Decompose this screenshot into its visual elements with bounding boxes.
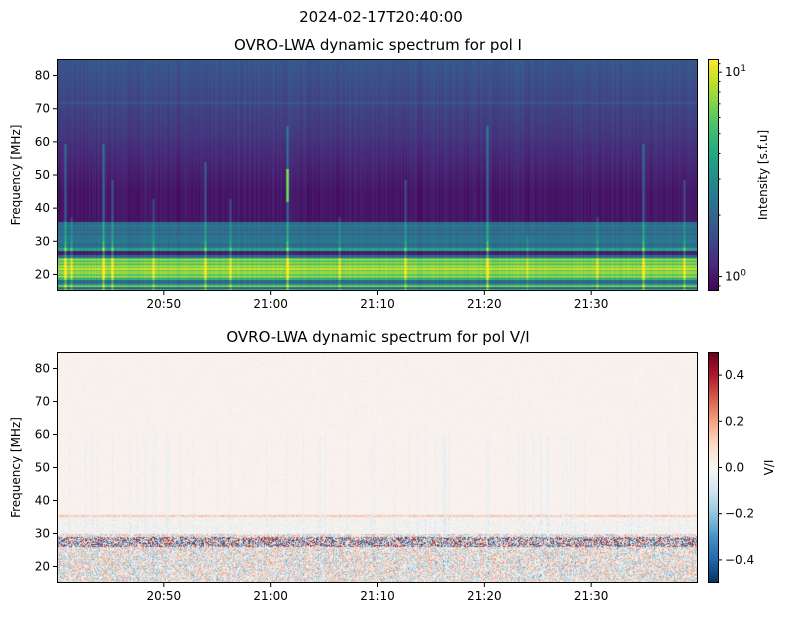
y-tick-label: 60	[35, 428, 50, 442]
y-tick-label: 70	[35, 102, 50, 116]
y-tick-label: 40	[35, 201, 50, 215]
y-tick-label: 50	[35, 461, 50, 475]
top-plot-title: OVRO-LWA dynamic spectrum for pol I	[234, 36, 522, 54]
y-tick-label: 60	[35, 135, 50, 149]
axes-frame	[57, 352, 698, 583]
colorbar-label: V/I	[762, 460, 776, 476]
y-tick-label: 30	[35, 527, 50, 541]
y-tick-label: 20	[35, 267, 50, 281]
colorbar-frame	[708, 59, 719, 291]
x-tick-label: 20:50	[147, 297, 182, 311]
x-tick-label: 21:20	[467, 297, 502, 311]
x-tick-label: 21:10	[360, 589, 395, 603]
y-tick-label: 50	[35, 168, 50, 182]
bottom-plot-title: OVRO-LWA dynamic spectrum for pol V/I	[226, 328, 530, 346]
y-tick-label: 40	[35, 494, 50, 508]
intensity-colorbar	[708, 59, 718, 291]
colorbar-label: Intensity [s.f.u]	[756, 130, 770, 220]
y-tick-label: 30	[35, 234, 50, 248]
colorbar-tick-label: 0.2	[725, 414, 744, 428]
x-tick-label: 21:20	[467, 589, 502, 603]
y-axis-label: Frequency [MHz]	[9, 125, 23, 226]
colorbar-tick-label: 0.4	[725, 368, 744, 382]
x-tick-label: 21:30	[574, 589, 609, 603]
y-tick-label: 20	[35, 560, 50, 574]
y-tick-label: 70	[35, 395, 50, 409]
colorbar-tick-label: −0.4	[725, 553, 754, 567]
colorbar-tick-label: 101	[725, 64, 746, 79]
vi-spectrogram	[57, 352, 698, 583]
x-tick-label: 21:30	[574, 297, 609, 311]
colorbar-tick-label: 100	[725, 269, 746, 284]
y-tick-label: 80	[35, 69, 50, 83]
x-tick-label: 21:00	[253, 589, 288, 603]
y-tick-label: 80	[35, 362, 50, 376]
suptitle: 2024-02-17T20:40:00	[299, 8, 463, 26]
y-axis-label: Frequency [MHz]	[9, 417, 23, 518]
x-tick-label: 21:10	[360, 297, 395, 311]
intensity-spectrogram	[57, 59, 698, 291]
x-tick-label: 20:50	[147, 589, 182, 603]
colorbar-tick-label: 0.0	[725, 461, 744, 475]
colorbar-frame	[708, 352, 719, 583]
axes-frame	[57, 59, 698, 291]
colorbar-tick-label: −0.2	[725, 507, 754, 521]
vi-colorbar	[708, 352, 718, 583]
x-tick-label: 21:00	[253, 297, 288, 311]
